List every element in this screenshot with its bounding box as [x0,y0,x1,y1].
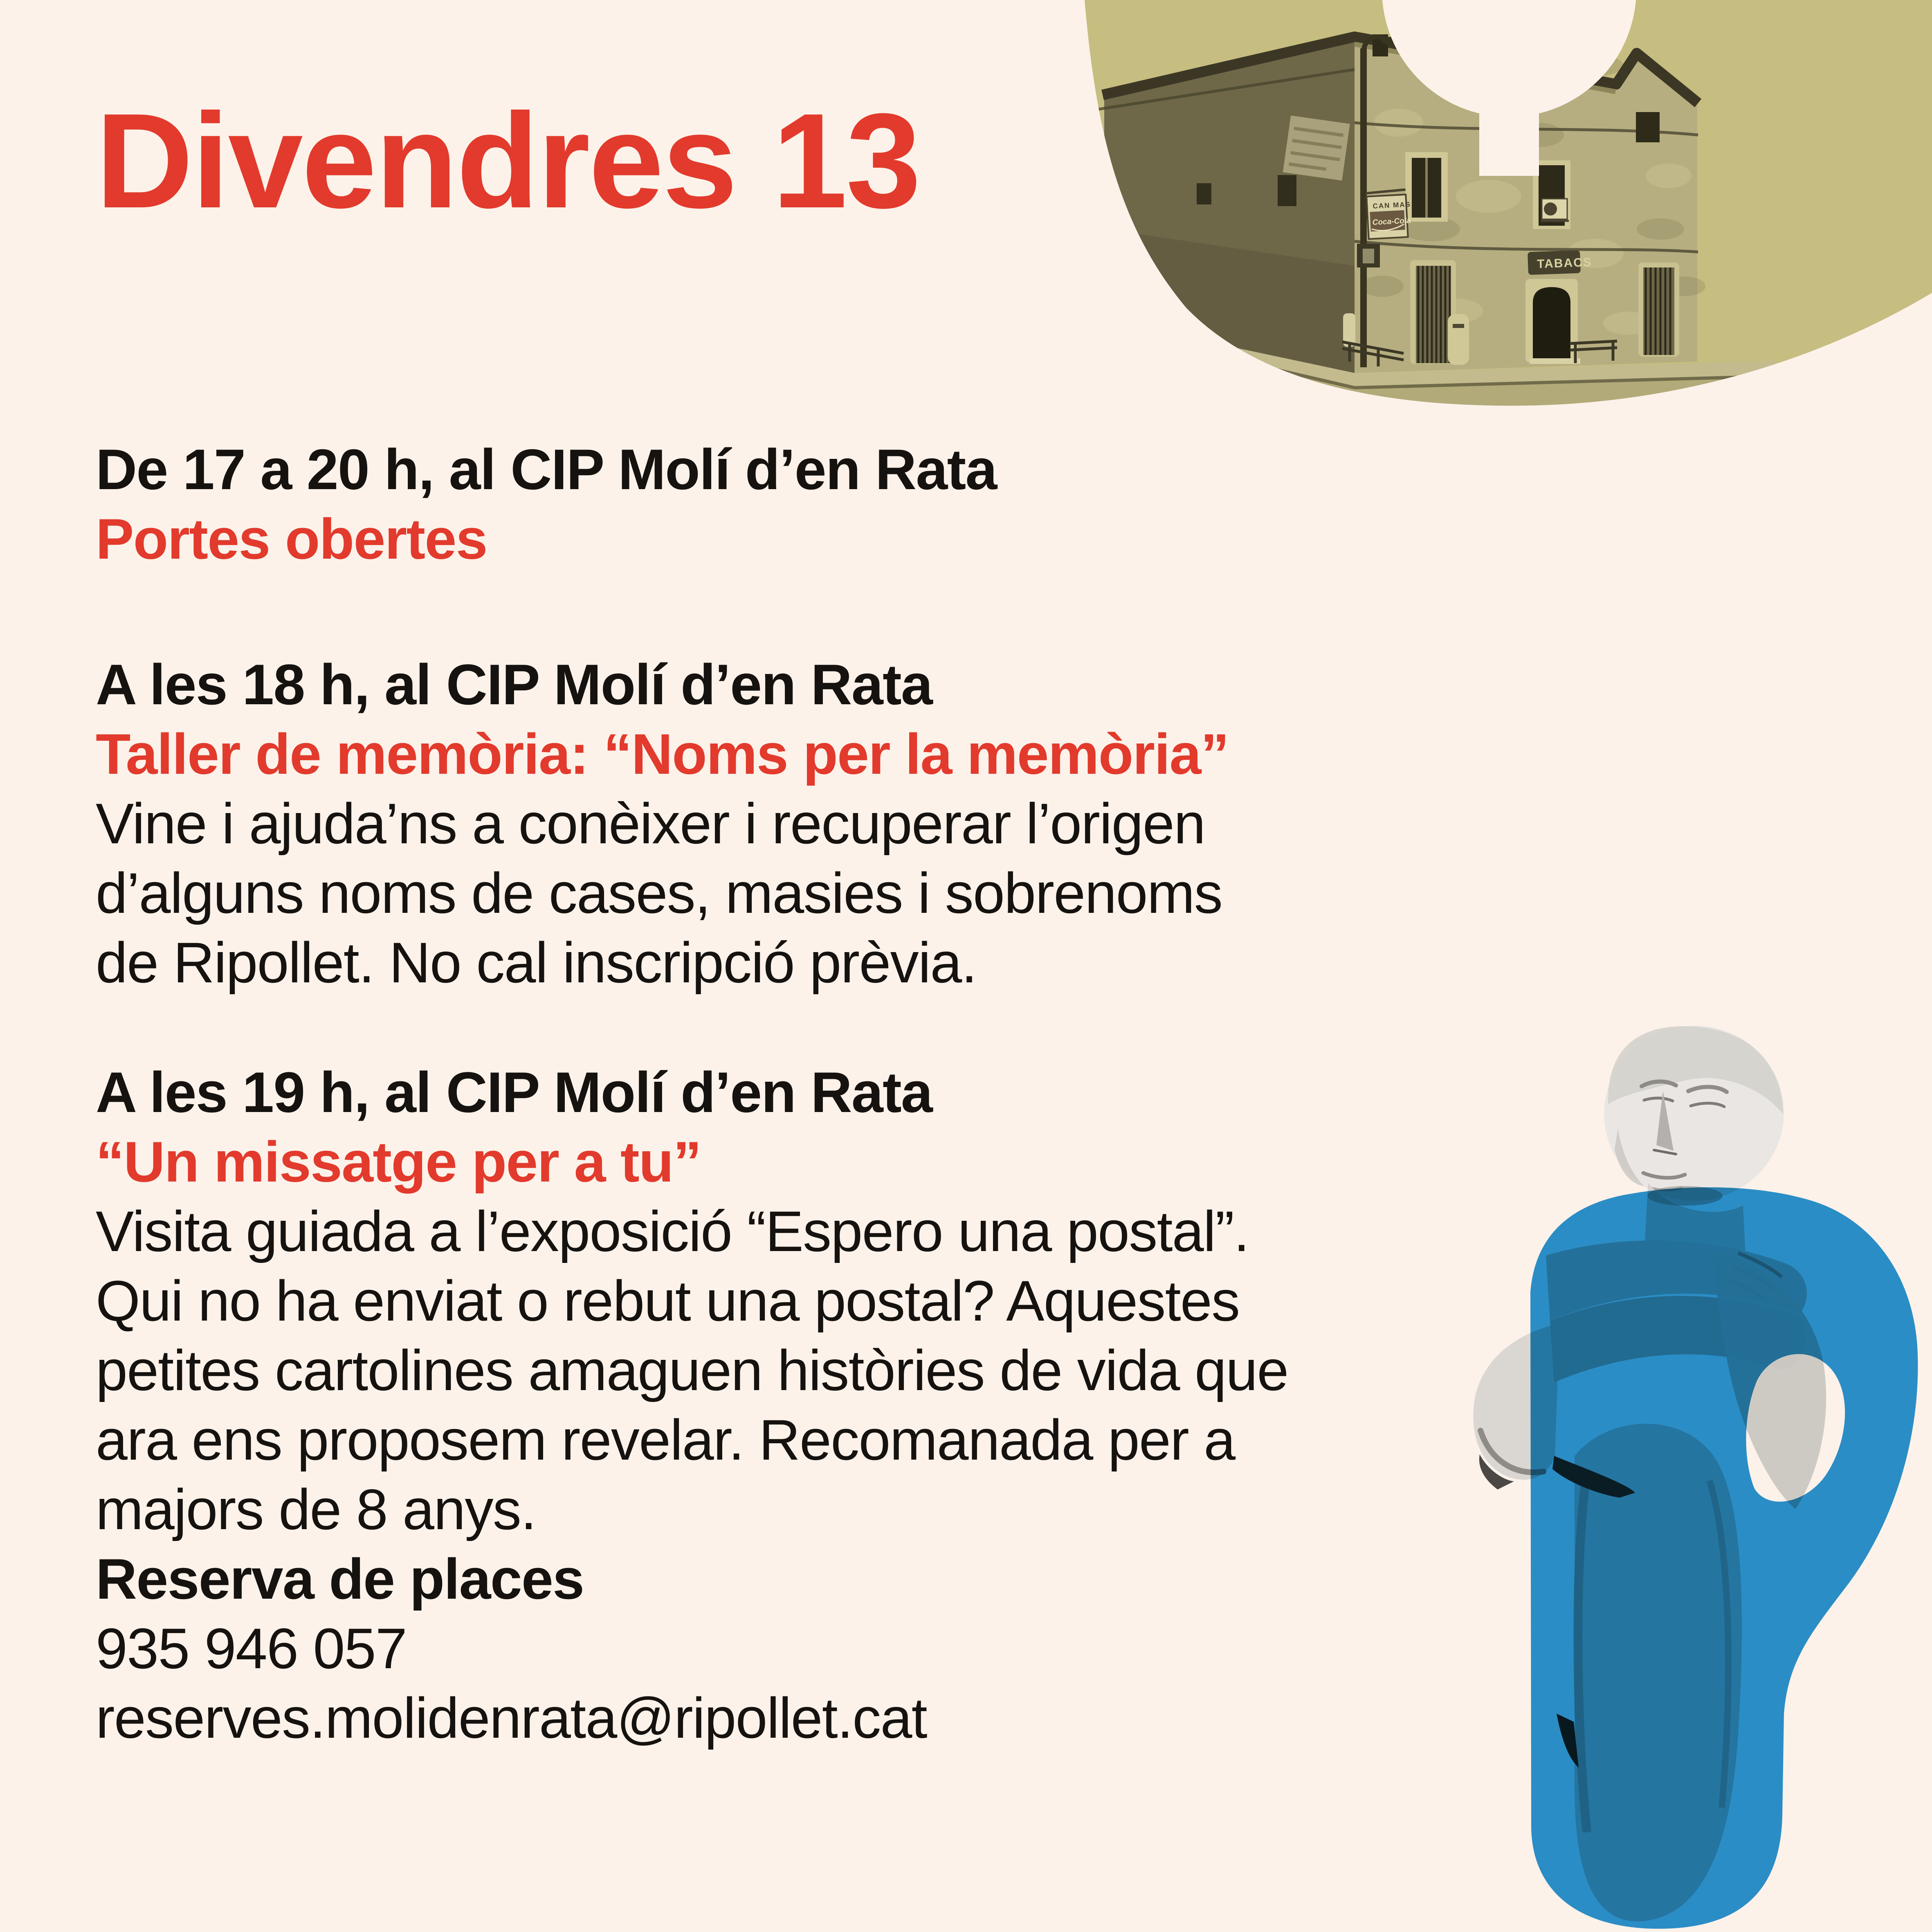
barred-window-left [1410,260,1456,364]
event-description-line: ara ens proposem revelar. Recomanada per… [96,1408,1236,1472]
barred-window-right [1638,263,1679,357]
lamp-post [1360,34,1399,367]
bollard [1343,313,1355,347]
left-facade-window [1278,175,1296,206]
svg-text:Coca-Cola: Coca-Cola [1372,216,1411,227]
event-time: De 17 a 20 h, al CIP Molí d’en Rata [96,437,997,501]
olive-letter-u-shape: TABACS CAN MAS Coca-Cola [1085,0,1932,406]
building-photo: TABACS CAN MAS Coca-Cola [1096,31,1775,406]
entrance-door [1525,279,1580,364]
statue-hair [1608,1026,1783,1114]
tabacs-sign: TABACS [1528,250,1593,275]
event-title: “Un missatge per a tu” [96,1130,702,1194]
event-description-line: de Ripollet. No cal inscripció prèvia. [96,930,977,995]
can-mas-cocacola-sign: CAN MAS Coca-Cola [1365,188,1411,240]
email-address: reserves.molidenrata@ripollet.cat [96,1686,928,1750]
railing [1342,339,1617,366]
event-block-un-missatge: A les 19 h, al CIP Molí d’en Rata “Un mi… [96,1058,1289,1753]
event-description-line: petites cartolines amaguen històries de … [96,1338,1289,1402]
svg-text:TABACS: TABACS [1537,256,1593,271]
letter-p-shape [1530,1187,1918,1929]
event-description-line: Qui no ha enviat o rebut una postal? Aqu… [96,1269,1240,1333]
stone-texture [1374,109,1692,335]
statue-face [1640,1079,1729,1191]
event-block-taller-memoria: A les 18 h, al CIP Molí d’en Rata Taller… [96,650,1229,997]
phone-number: 935 946 057 [96,1616,407,1680]
roof-line [1101,31,1702,108]
street-pillar [1448,314,1469,365]
ghost-sign [1283,115,1350,181]
attic-window [1636,112,1660,142]
event-description-line: Vine i ajuda’ns a conèixer i recuperar l… [96,791,1206,856]
event-time: A les 19 h, al CIP Molí d’en Rata [96,1060,933,1124]
event-description-line: Visita guiada a l’exposició “Espero una … [96,1199,1249,1263]
svg-text:CAN MAS: CAN MAS [1373,200,1411,210]
keyhole-cutout [1382,0,1636,176]
event-description-line: d’alguns noms de cases, masies i sobreno… [96,861,1223,925]
page-title: Divendres 13 [96,85,921,236]
event-title: Portes obertes [96,507,488,571]
event-time: A les 18 h, al CIP Molí d’en Rata [96,652,933,717]
sidewalk [1104,320,1775,388]
upper-window-left [1405,152,1448,222]
air-conditioner [1541,198,1569,222]
event-description-line: majors de 8 anys. [96,1477,537,1541]
reservation-label: Reserva de places [96,1547,584,1611]
event-block-portes-obertes: De 17 a 20 h, al CIP Molí d’en Rata Port… [96,435,997,574]
left-facade-window [1197,183,1211,204]
statue-p-collage [1473,1025,1918,1929]
event-title: Taller de memòria: “Noms per la memòria” [96,722,1229,786]
